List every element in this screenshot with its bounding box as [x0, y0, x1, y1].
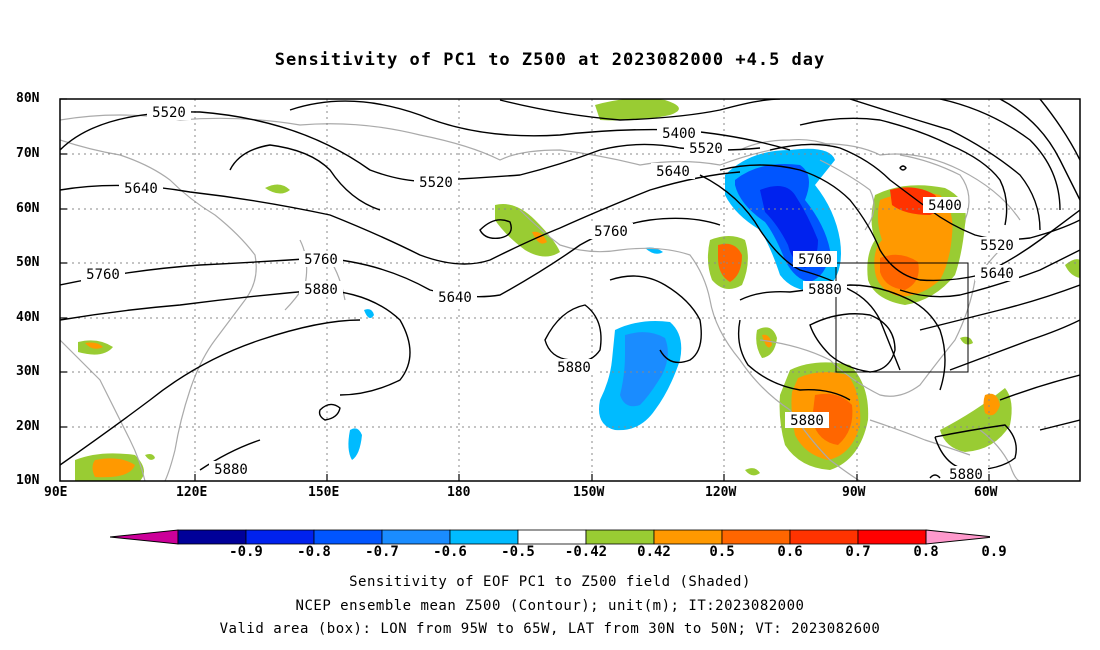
axis-ticks — [60, 98, 990, 481]
contour-label: 5880 — [808, 282, 842, 298]
contour-label: 5880 — [949, 467, 983, 483]
contour-label: 5520 — [419, 175, 453, 191]
colorbar-tick-label: 0.8 — [913, 544, 939, 560]
pos-region-atlantic — [1065, 259, 1080, 278]
valid-area-box — [835, 262, 969, 373]
caption-contour: NCEP ensemble mean Z500 (Contour); unit(… — [295, 598, 805, 614]
contour-label: 5760 — [304, 252, 338, 268]
lat-label-80n: 80N — [16, 91, 40, 106]
contour-label: 5760 — [798, 252, 832, 268]
colorbar-segment — [517, 529, 587, 545]
neg-region-inner — [760, 186, 818, 268]
lon-label-120e: 120E — [176, 485, 208, 500]
pos-region-caribbean — [940, 388, 1012, 452]
colorbar-tick-label: -0.7 — [365, 544, 399, 560]
contour-label: 5760 — [594, 224, 628, 240]
colorbar-tick-label: 0.9 — [981, 544, 1007, 560]
pos-region-arctic — [595, 99, 679, 121]
contour-label: 5880 — [790, 413, 824, 429]
colorbar-segment — [721, 529, 791, 545]
neg-spot-1 — [348, 428, 362, 460]
pos-region-india-hi — [85, 342, 103, 349]
colorbar-segment — [313, 529, 383, 545]
lon-label-120w: 120W — [705, 485, 737, 500]
contour-label: 5640 — [656, 164, 690, 180]
colorbar-tick-label: -0.8 — [297, 544, 331, 560]
lat-label-40n: 40N — [16, 310, 40, 325]
colorbar — [110, 529, 990, 545]
colorbar-segment — [177, 529, 247, 545]
colorbar-segment — [789, 529, 859, 545]
pos-region-westcoast-hi — [718, 243, 742, 282]
lon-label-90w: 90W — [842, 485, 866, 500]
sensitivity-shading — [75, 99, 1080, 481]
contour-label: 5520 — [689, 141, 723, 157]
lon-label-60w: 60W — [974, 485, 998, 500]
pos-region-small2 — [145, 454, 155, 460]
pos-region-alaska — [495, 204, 560, 257]
colorbar-tick-label: 0.7 — [845, 544, 871, 560]
coastlines — [60, 114, 1021, 481]
colorbar-segment — [585, 529, 655, 545]
lon-label-180: 180 — [447, 485, 471, 500]
pos-region-caribbean-hi — [983, 393, 1000, 416]
neg-region-pacific-inner — [620, 332, 668, 407]
contour-label: 5640 — [124, 181, 158, 197]
neg-spot-2 — [364, 309, 374, 319]
colorbar-tick-label: -0.5 — [501, 544, 535, 560]
map-title: Sensitivity of PC1 to Z500 at 2023082000… — [274, 50, 826, 70]
colorbar-segment — [653, 529, 723, 545]
lat-label-20n: 20N — [16, 419, 40, 434]
contour-label: 5760 — [86, 267, 120, 283]
colorbar-tick-label: -0.42 — [564, 544, 608, 560]
pos-region-sea-hi — [92, 458, 135, 478]
caption-shaded: Sensitivity of EOF PC1 to Z500 field (Sh… — [349, 574, 751, 590]
lon-label-150e: 150E — [308, 485, 340, 500]
caption-valid-area: Valid area (box): LON from 95W to 65W, L… — [219, 621, 881, 637]
lon-label-90e: 90E — [44, 485, 68, 500]
contour-label: 5880 — [214, 462, 248, 478]
lat-label-30n: 30N — [16, 364, 40, 379]
contour-label: 5640 — [438, 290, 472, 306]
contour-label: 5640 — [980, 266, 1014, 282]
colorbar-left-arrow — [110, 529, 179, 545]
colorbar-tick-label: -0.9 — [229, 544, 263, 560]
contour-label: 5520 — [980, 238, 1014, 254]
lat-label-60n: 60N — [16, 201, 40, 216]
colorbar-tick-label: -0.6 — [433, 544, 467, 560]
colorbar-right-arrow — [925, 529, 990, 545]
map-frame — [59, 98, 1081, 482]
contour-label: 5400 — [662, 126, 696, 142]
lat-label-70n: 70N — [16, 146, 40, 161]
lat-label-50n: 50N — [16, 255, 40, 270]
colorbar-tick-label: 0.5 — [709, 544, 735, 560]
pos-region-hudson — [960, 336, 973, 345]
lat-label-10n: 10N — [16, 473, 40, 488]
colorbar-segment — [381, 529, 451, 545]
neg-spot-3 — [645, 247, 663, 254]
colorbar-segment — [245, 529, 315, 545]
contour-label: 5880 — [557, 360, 591, 376]
colorbar-tick-label: 0.6 — [777, 544, 803, 560]
z500-contours — [60, 99, 1080, 479]
contour-label: 5400 — [928, 198, 962, 214]
colorbar-segment — [857, 529, 927, 545]
colorbar-segment — [449, 529, 519, 545]
contour-label: 5520 — [152, 105, 186, 121]
pos-region-siberia — [265, 184, 290, 194]
lon-label-150w: 150W — [573, 485, 605, 500]
contour-label-group: 5520 5400 5520 5520 5640 5640 5760 5760 … — [81, 104, 1019, 483]
contour-label: 5880 — [304, 282, 338, 298]
pos-region-mexico-hi — [812, 393, 853, 445]
pos-region-alaska-hi — [532, 231, 547, 244]
colorbar-tick-label: 0.42 — [637, 544, 671, 560]
pos-region-small — [745, 468, 760, 476]
